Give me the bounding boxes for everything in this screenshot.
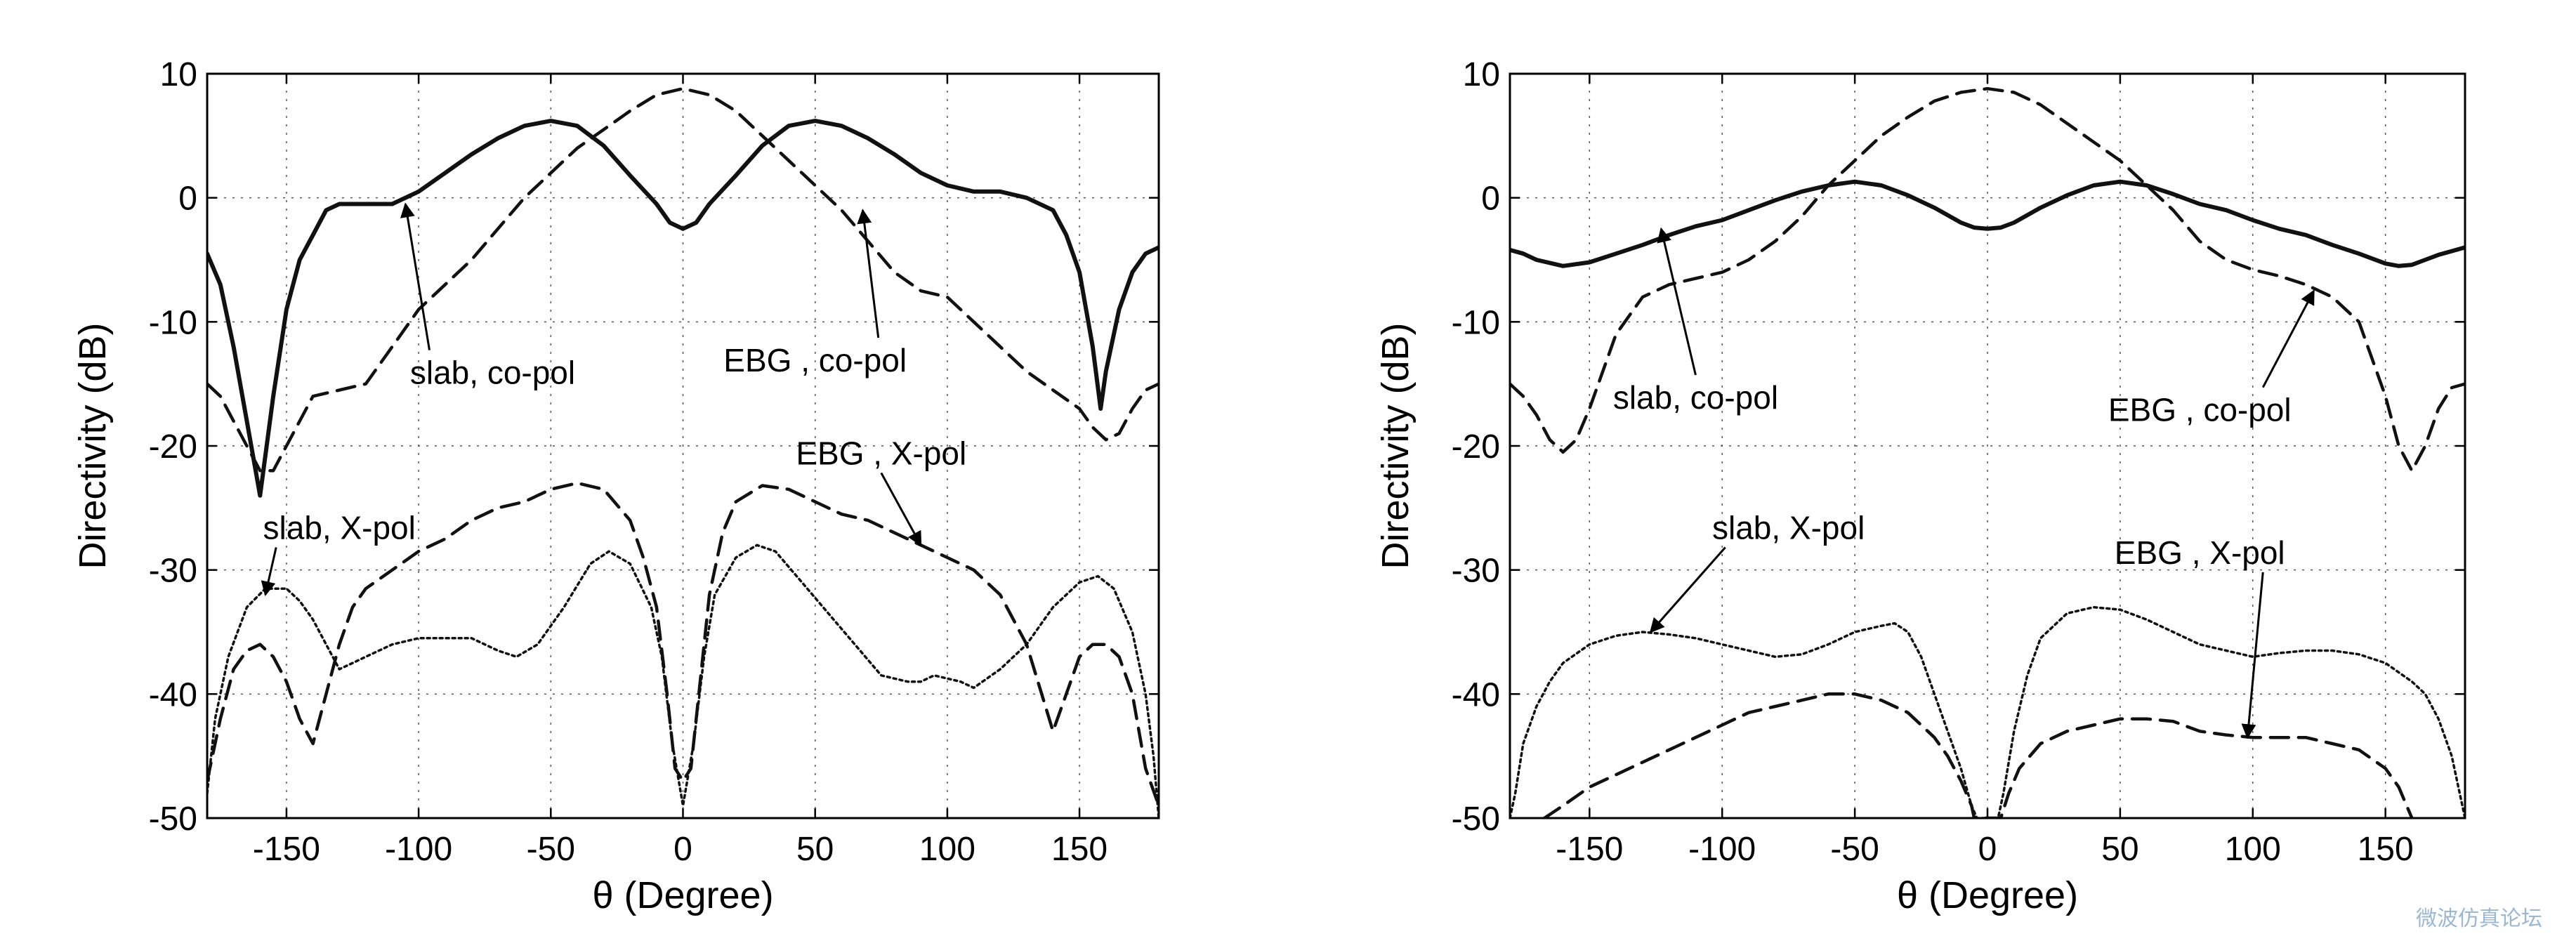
y-tick-label: -20: [1452, 428, 1500, 466]
x-tick-label: -100: [385, 831, 452, 868]
annotation-arrow: [261, 547, 277, 597]
x-tick-label: 50: [796, 831, 834, 868]
x-axis-label: θ (Degree): [592, 874, 773, 916]
y-tick-label: 10: [160, 56, 197, 93]
annotation-arrow: [2241, 572, 2264, 739]
x-axis-label: θ (Degree): [1897, 874, 2078, 916]
y-tick-label: 0: [1481, 180, 1500, 218]
y-tick-label: -30: [149, 553, 197, 590]
x-tick-label: -150: [1556, 831, 1623, 868]
y-tick-label: -10: [149, 304, 197, 341]
series-slab-co-pol-line: [1510, 179, 2465, 268]
annotation-arrow: [857, 209, 880, 338]
watermark-text: 微波仿真论坛: [2416, 907, 2542, 931]
series-slab-co-pol-line: [207, 119, 1159, 498]
annotation-ebg-x-pol: EBG , X-pol: [796, 435, 966, 472]
series-ebg-co-pol-line: [1510, 86, 2465, 473]
x-tick-label: 150: [1051, 831, 1108, 868]
left-directivity-chart: -150 -100 -50 0 50 100 150100-10-20-30-40-50θ …: [72, 56, 1160, 916]
y-axis-label: Directivity (dB): [72, 322, 114, 569]
annotation-arrow: [1657, 227, 1697, 376]
y-tick-label: -20: [149, 428, 197, 466]
x-tick-label: 150: [2358, 831, 2414, 868]
x-tick-label: 100: [919, 831, 975, 868]
x-tick-label: -150: [253, 831, 320, 868]
x-tick-label: 50: [2101, 831, 2138, 868]
series-ebg-co-pol-line: [207, 86, 1159, 473]
annotation-slab-co-pol: slab, co-pol: [410, 355, 575, 391]
x-tick-label: 100: [2225, 831, 2281, 868]
y-tick-label: -30: [1452, 553, 1500, 590]
series-ebg-x-pol-line: [207, 481, 1159, 808]
x-tick-label: -100: [1688, 831, 1756, 868]
y-tick-label: -40: [149, 676, 197, 713]
annotation-slab-x-pol: slab, X-pol: [1712, 510, 1865, 546]
y-tick-label: -50: [149, 801, 197, 838]
y-axis-label: Directivity (dB): [1374, 322, 1417, 569]
series-slab-x-pol-line: [207, 544, 1159, 818]
annotation-ebg-co-pol: EBG , co-pol: [723, 342, 907, 378]
annotation-ebg-x-pol: EBG , X-pol: [2115, 534, 2285, 571]
y-tick-label: -50: [1452, 801, 1500, 838]
right-directivity-chart: -150 -100 -50 0 50 100 150100-10-20-30-40-50θ …: [1374, 56, 2466, 916]
annotation-slab-co-pol: slab, co-pol: [1613, 379, 1778, 416]
x-tick-label: -50: [527, 831, 575, 868]
x-tick-label: 0: [1978, 831, 1997, 868]
x-tick-label: -50: [1830, 831, 1879, 868]
annotation-arrow: [1649, 546, 1726, 633]
y-tick-label: -40: [1452, 676, 1500, 713]
annotation-arrow: [2261, 289, 2315, 388]
annotation-arrow: [880, 472, 922, 547]
y-tick-label: 10: [1463, 56, 1500, 93]
y-tick-label: 0: [178, 180, 197, 218]
annotation-ebg-co-pol: EBG , co-pol: [2108, 392, 2292, 428]
y-tick-label: -10: [1452, 304, 1500, 341]
series-ebg-x-pol-line: [1542, 692, 2414, 818]
x-tick-label: 0: [673, 831, 692, 868]
annotation-arrow: [400, 202, 431, 350]
annotation-slab-x-pol: slab, X-pol: [263, 510, 416, 546]
